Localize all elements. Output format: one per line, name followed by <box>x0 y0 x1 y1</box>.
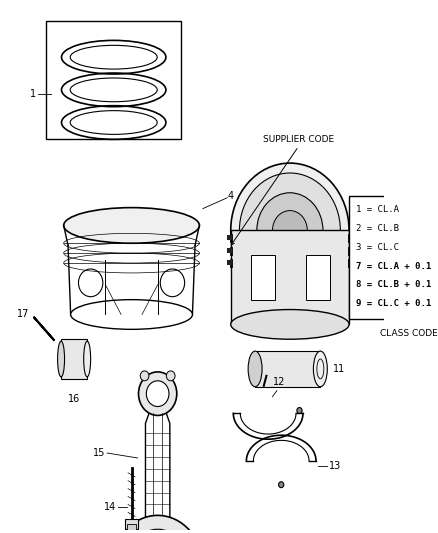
Text: 11: 11 <box>333 364 346 374</box>
Text: 13: 13 <box>329 461 341 471</box>
Bar <box>349 196 438 319</box>
Ellipse shape <box>272 211 307 250</box>
Ellipse shape <box>140 371 149 381</box>
Text: 14: 14 <box>104 503 116 512</box>
Ellipse shape <box>71 300 192 329</box>
Bar <box>227 248 232 253</box>
Ellipse shape <box>297 408 302 414</box>
Bar <box>227 236 232 240</box>
Ellipse shape <box>124 529 191 533</box>
Bar <box>251 255 275 300</box>
Text: 1: 1 <box>30 89 36 99</box>
Text: 9 = CL.C + 0.1: 9 = CL.C + 0.1 <box>356 299 431 308</box>
Text: 1 = CL.A: 1 = CL.A <box>356 205 399 214</box>
Ellipse shape <box>138 372 177 415</box>
Ellipse shape <box>240 173 340 288</box>
Text: CLASS CODE: CLASS CODE <box>380 329 438 338</box>
Ellipse shape <box>231 163 349 297</box>
Text: 16: 16 <box>68 394 80 403</box>
Text: 4: 4 <box>227 191 233 201</box>
Text: SUPPLIER CODE: SUPPLIER CODE <box>263 135 334 144</box>
Text: 15: 15 <box>93 448 106 458</box>
Bar <box>231 230 349 325</box>
Bar <box>125 519 138 529</box>
Ellipse shape <box>231 310 349 339</box>
Text: 2 = CL.B: 2 = CL.B <box>356 224 399 233</box>
Ellipse shape <box>248 351 262 387</box>
Ellipse shape <box>113 515 203 533</box>
Text: 3 = CL.C: 3 = CL.C <box>356 243 399 252</box>
Text: 17: 17 <box>17 310 29 319</box>
Ellipse shape <box>84 341 91 377</box>
Ellipse shape <box>279 482 284 488</box>
Ellipse shape <box>257 193 323 268</box>
Ellipse shape <box>64 208 199 243</box>
Ellipse shape <box>314 351 327 387</box>
Ellipse shape <box>57 341 64 377</box>
Text: 8 = CL.B + 0.1: 8 = CL.B + 0.1 <box>356 280 431 289</box>
Bar <box>227 260 232 265</box>
Bar <box>255 351 320 387</box>
Ellipse shape <box>166 371 175 381</box>
Ellipse shape <box>146 381 169 407</box>
Text: 12: 12 <box>272 377 285 387</box>
Text: 7 = CL.A + 0.1: 7 = CL.A + 0.1 <box>356 262 431 271</box>
Bar <box>306 255 330 300</box>
Bar <box>46 21 181 139</box>
Bar <box>127 524 136 530</box>
Bar <box>61 339 87 379</box>
